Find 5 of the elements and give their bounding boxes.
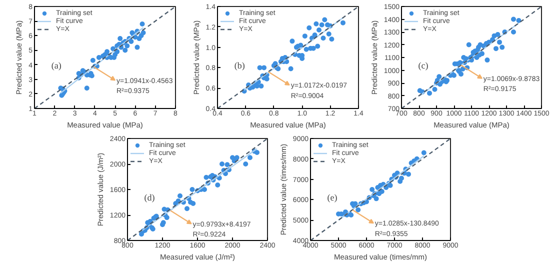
annotation: (a) — [51, 60, 62, 71]
annotation: (e) — [327, 192, 338, 203]
annotation: (d) — [144, 192, 155, 203]
annotation: (c) — [418, 60, 428, 71]
annotation: (b) — [234, 60, 245, 71]
